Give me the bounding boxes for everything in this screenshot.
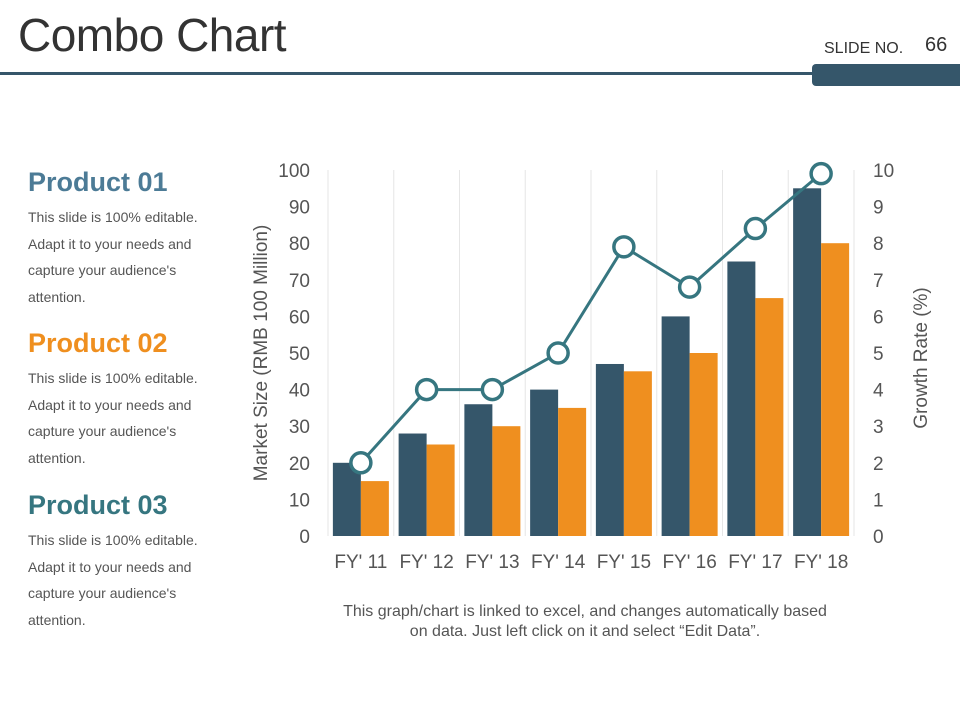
y-axis-title: Market Size (RMB 100 Million) — [251, 225, 272, 482]
product-01-heading: Product 01 — [28, 167, 168, 197]
y2-axis-title: Growth Rate (%) — [911, 287, 932, 428]
y2-tick-label: 7 — [873, 271, 884, 292]
product-01-line-4: attention. — [28, 288, 86, 305]
bar-series2-8 — [821, 243, 850, 536]
x-tick-label: FY' 18 — [794, 552, 848, 573]
y2-tick-label: 10 — [873, 161, 894, 182]
y2-tick-label: 8 — [873, 234, 884, 255]
slide-number-label: SLIDE NO. — [824, 40, 904, 57]
growth-rate-point-8 — [809, 161, 833, 186]
x-tick-label: FY' 12 — [399, 552, 453, 573]
product-03-line-3: capture your audience's — [28, 585, 177, 601]
y2-tick-label: 1 — [873, 490, 884, 511]
product-02-heading: Product 02 — [28, 328, 168, 358]
growth-rate-point-2 — [414, 377, 439, 402]
bar-series1-6 — [661, 316, 690, 536]
bar-series1-8 — [793, 188, 822, 537]
y2-tick-label: 5 — [873, 344, 884, 365]
product-02-line-1: This slide is 100% editable. — [28, 370, 198, 386]
x-tick-label: FY' 11 — [334, 552, 387, 573]
title-divider — [0, 72, 812, 75]
y-tick-label: 80 — [289, 234, 310, 255]
y-tick-label: 90 — [289, 198, 310, 219]
bar-series2-7 — [755, 298, 784, 536]
caption-line-2: on data. Just left click on it and selec… — [409, 623, 761, 640]
slide-number-tab — [812, 64, 960, 86]
x-tick-label: FY' 15 — [597, 552, 651, 573]
caption-line-1: This graph/chart is linked to excel, and… — [343, 603, 827, 620]
bar-series2-3 — [492, 426, 521, 536]
y-tick-label: 50 — [289, 344, 310, 365]
product-02-block: Product 02 This slide is 100% editable. … — [28, 328, 228, 471]
growth-rate-point-7 — [743, 216, 768, 241]
bar-series2-4 — [558, 407, 587, 536]
growth-rate-point-3 — [480, 377, 505, 402]
y-tick-label: 0 — [299, 527, 310, 548]
y-tick-label: 60 — [289, 307, 310, 328]
product-03-line-4: attention. — [28, 611, 86, 628]
growth-rate-point-6 — [677, 275, 702, 299]
bar-series1-2 — [398, 433, 427, 536]
bar-series1-3 — [464, 404, 493, 536]
product-01-line-2: Adapt it to your needs and — [28, 235, 192, 252]
y-tick-label: 100 — [278, 161, 310, 182]
x-tick-label: FY' 13 — [465, 552, 519, 573]
y2-tick-label: 4 — [873, 381, 884, 402]
product-02-line-4: attention. — [28, 449, 86, 466]
bar-series2-6 — [689, 353, 718, 536]
growth-rate-point-5 — [612, 235, 636, 259]
slide-title: Combo Chart — [18, 9, 287, 61]
y-tick-label: 20 — [289, 454, 310, 475]
bar-series2-2 — [426, 444, 455, 536]
product-03-line-1: This slide is 100% editable. — [28, 532, 198, 548]
x-tick-label: FY' 16 — [662, 552, 716, 573]
x-tick-label: FY' 14 — [531, 552, 586, 573]
bar-series1-7 — [727, 261, 756, 536]
y-tick-label: 70 — [289, 271, 310, 292]
product-01-description: This slide is 100% editable. Adapt it to… — [28, 204, 228, 310]
y-tick-label: 10 — [289, 490, 310, 511]
product-02-line-3: capture your audience's — [28, 423, 177, 439]
bar-series2-5 — [623, 371, 652, 536]
product-03-block: Product 03 This slide is 100% editable. … — [28, 490, 228, 633]
product-01-block: Product 01 This slide is 100% editable. … — [28, 167, 228, 310]
chart-caption: This graph/chart is linked to excel, and… — [330, 602, 840, 642]
bar-series2-1 — [360, 481, 389, 536]
product-03-description: This slide is 100% editable. Adapt it to… — [28, 527, 228, 633]
y2-tick-label: 2 — [873, 454, 884, 475]
product-01-line-3: capture your audience's — [28, 262, 177, 278]
y-tick-label: 40 — [289, 381, 310, 402]
product-02-line-2: Adapt it to your needs and — [28, 396, 192, 413]
bar-series1-1 — [332, 462, 361, 536]
growth-rate-point-4 — [546, 341, 570, 365]
x-tick-label: FY' 17 — [728, 552, 782, 573]
product-01-line-1: This slide is 100% editable. — [28, 209, 198, 225]
bar-series1-4 — [530, 389, 559, 536]
y2-tick-label: 6 — [873, 307, 884, 328]
product-02-description: This slide is 100% editable. Adapt it to… — [28, 365, 228, 471]
growth-rate-point-1 — [349, 451, 373, 475]
y-tick-label: 30 — [289, 417, 310, 438]
product-03-line-2: Adapt it to your needs and — [28, 558, 192, 575]
y2-tick-label: 9 — [873, 198, 884, 219]
slide-number-value: 66 — [925, 34, 948, 56]
y2-tick-label: 3 — [873, 417, 884, 438]
bar-series1-5 — [595, 363, 624, 536]
product-03-heading: Product 03 — [28, 490, 168, 520]
y2-tick-label: 0 — [873, 527, 884, 548]
